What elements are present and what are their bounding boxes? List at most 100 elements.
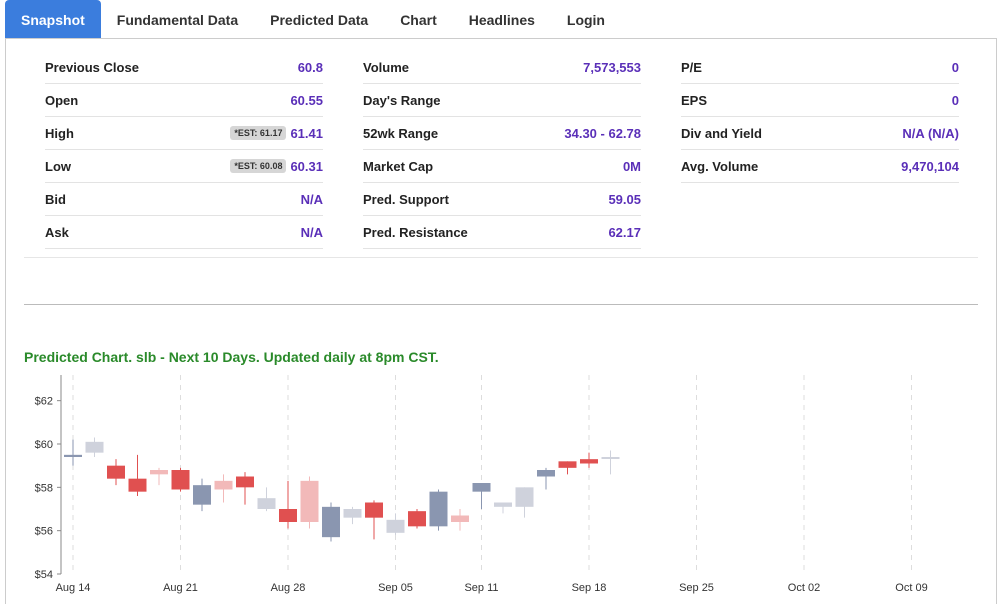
x-tick-label: Sep 11 [464, 582, 498, 594]
stat-value: 0 [951, 92, 959, 108]
stat-value-group: *EST: 61.17 61.41 [230, 126, 323, 141]
x-tick-label: Sep 25 [679, 582, 714, 594]
stat-label: Pred. Resistance [363, 224, 468, 240]
stat-row-div-and-yield: Div and Yield N/A (N/A) [681, 117, 959, 150]
stat-row-pred-support: Pred. Support 59.05 [363, 183, 641, 216]
x-tick-label: Oct 09 [895, 582, 927, 594]
stat-label: EPS [681, 92, 708, 108]
tab-login[interactable]: Login [566, 11, 605, 28]
stat-value-group: 0M [623, 159, 641, 174]
stat-value: 0M [622, 158, 641, 174]
stat-value: 60.8 [297, 59, 323, 75]
candle-body [515, 487, 534, 507]
stat-value: 60.31 [290, 158, 323, 174]
candle-body [128, 478, 147, 492]
stat-row-low: Low *EST: 60.08 60.31 [45, 150, 323, 183]
candle-body [257, 498, 276, 509]
stat-value-group: N/A (N/A) [902, 126, 959, 141]
snapshot-column-fundamentals: P/E 0 EPS 0 Div and Yield N/A (N/A) Avg. Volum… [681, 51, 959, 183]
snapshot-panel: Previous Close 60.8 Open 60.55 High *EST: 61.… [5, 38, 997, 604]
stat-value-group: 59.05 [608, 192, 641, 207]
divider [24, 304, 978, 305]
candle-body [365, 502, 383, 518]
stat-value: 59.05 [608, 191, 641, 207]
stat-label: Previous Close [45, 59, 139, 75]
stat-value: N/A (N/A) [902, 125, 959, 141]
stat-row-pred-resistance: Pred. Resistance 62.17 [363, 216, 641, 249]
candle-body [107, 465, 125, 479]
x-tick-label: Aug 14 [56, 582, 91, 594]
stat-row-ask: Ask N/A [45, 216, 323, 249]
tab-bar: Snapshot Fundamental Data Predicted Data Ch… [5, 0, 1001, 39]
x-tick-label: Aug 21 [163, 582, 198, 594]
stat-label: High [45, 125, 74, 141]
stat-row-52wk-range: 52wk Range 34.30 - 62.78 [363, 117, 641, 150]
stat-row-bid: Bid N/A [45, 183, 323, 216]
candle-body [451, 515, 469, 522]
chart-title: Predicted Chart. slb - Next 10 Days. Upd… [24, 349, 439, 365]
stat-label: Volume [363, 59, 409, 75]
stat-value-group: 7,573,553 [583, 60, 641, 75]
x-tick-label: Sep 18 [572, 582, 607, 594]
stat-label: Pred. Support [363, 191, 449, 207]
estimate-badge: *EST: 61.17 [230, 126, 287, 140]
candle-body [343, 509, 362, 518]
divider [24, 257, 978, 258]
y-tick-label: $58 [35, 482, 53, 494]
tab-snapshot[interactable]: Snapshot [5, 0, 101, 39]
candle-body [64, 454, 82, 457]
snapshot-column-range: Volume 7,573,553 Day's Range 52wk Range 34.3… [363, 51, 641, 249]
tab-predicted-data[interactable]: Predicted Data [270, 11, 369, 28]
snapshot-column-quote: Previous Close 60.8 Open 60.55 High *EST: 61.… [45, 51, 323, 249]
stat-label: Day's Range [363, 92, 441, 108]
candle-body [236, 476, 254, 488]
stat-value-group: 0 [952, 60, 959, 75]
stat-label: Avg. Volume [681, 158, 759, 174]
stat-row-open: Open 60.55 [45, 84, 323, 117]
candle-body [580, 459, 598, 464]
y-tick-label: $54 [35, 569, 53, 581]
stat-row-day-s-range: Day's Range [363, 84, 641, 117]
candle-body [601, 457, 620, 459]
stat-row-market-cap: Market Cap 0M [363, 150, 641, 183]
tab-headlines[interactable]: Headlines [468, 11, 535, 28]
x-tick-label: Sep 05 [378, 582, 413, 594]
tab-chart[interactable]: Chart [400, 11, 437, 28]
stat-value-group: *EST: 60.08 60.31 [230, 159, 323, 174]
candle-body [472, 483, 491, 492]
candle-body [85, 441, 104, 453]
stat-row-volume: Volume 7,573,553 [363, 51, 641, 84]
stat-value: 61.41 [290, 125, 323, 141]
candle-body [408, 511, 426, 527]
stat-row-avg-volume: Avg. Volume 9,470,104 [681, 150, 959, 183]
stat-label: Bid [45, 191, 66, 207]
stat-row-previous-close: Previous Close 60.8 [45, 51, 323, 84]
stat-label: Ask [45, 224, 69, 240]
stat-label: Div and Yield [681, 125, 762, 141]
stat-value: N/A [300, 224, 323, 240]
stat-row-eps: EPS 0 [681, 84, 959, 117]
stat-value-group: 9,470,104 [901, 159, 959, 174]
stat-value-group: 60.55 [290, 93, 323, 108]
candle-body [214, 480, 233, 490]
y-tick-label: $60 [35, 439, 53, 451]
candle-body [558, 461, 577, 468]
stat-value: N/A [300, 191, 323, 207]
stat-row-high: High *EST: 61.17 61.41 [45, 117, 323, 150]
stat-value: 7,573,553 [583, 59, 641, 75]
candle-body [322, 506, 340, 538]
predicted-price-chart[interactable]: $54 $56 $58 $60 $62 Aug 14 Aug 21 Aug 28 Sep 05 S… [6, 369, 996, 604]
candle-body [171, 470, 190, 490]
stat-value: 34.30 - 62.78 [564, 125, 641, 141]
tab-fundamental-data[interactable]: Fundamental Data [116, 11, 239, 28]
stat-label: P/E [681, 59, 702, 75]
candle-body [386, 519, 405, 533]
y-tick-label: $62 [35, 396, 53, 408]
candle-body [537, 470, 555, 477]
stat-value: 0 [951, 59, 959, 75]
stat-value-group: 60.8 [298, 60, 323, 75]
candle-body [494, 502, 512, 507]
stat-value-group: 62.17 [608, 225, 641, 240]
y-tick-label: $56 [35, 526, 53, 538]
stat-value-group: 0 [952, 93, 959, 108]
